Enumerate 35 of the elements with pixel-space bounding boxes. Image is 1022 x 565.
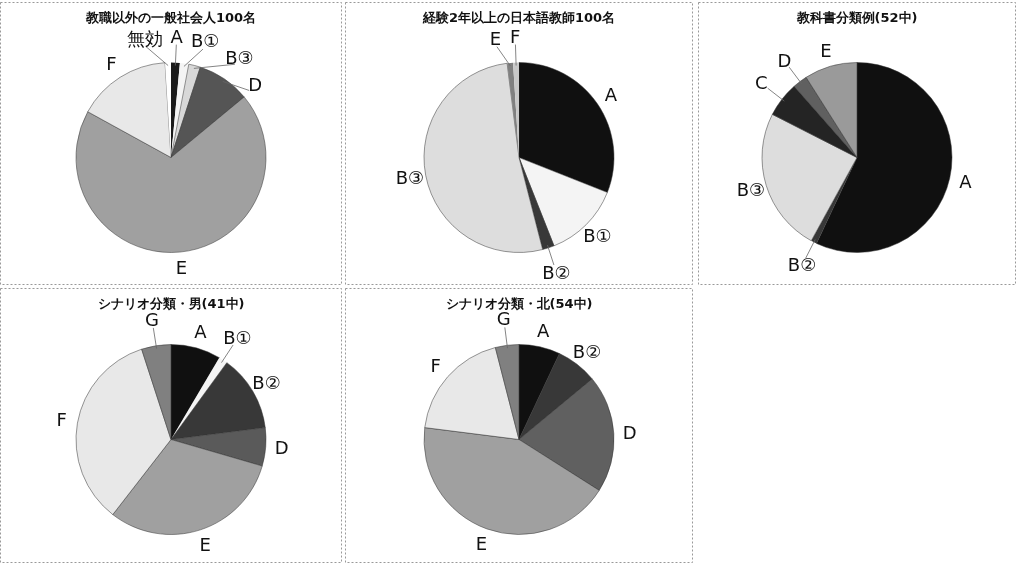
slice-label: 無効 [126, 28, 163, 50]
chart-title: 経験2年以上の日本語教師100名 [421, 10, 616, 25]
slice-label: B② [542, 261, 571, 283]
slice-label: B② [252, 372, 281, 393]
slice-label: E [820, 39, 832, 61]
chart-title: シナリオ分類・男(41中) [97, 296, 245, 311]
slice-label: E [489, 27, 502, 49]
slice-label: C [755, 72, 768, 94]
slice-label: B③ [736, 179, 766, 201]
slice-label: D [248, 74, 263, 96]
slice-label: B② [787, 254, 817, 276]
chart-title: シナリオ分類・北(54中) [445, 296, 593, 311]
slice-label: B① [223, 327, 252, 349]
slice-label: A [959, 170, 973, 192]
slice-label: F [510, 25, 521, 47]
slice-label: B① [190, 30, 220, 52]
chart-title: 教職以外の一般社会人100名 [84, 10, 257, 25]
slice-label: E [475, 532, 488, 554]
slice-label: F [106, 52, 117, 74]
slice-label: A [537, 320, 551, 342]
slice-label: D [622, 421, 637, 443]
slice-label: B③ [395, 167, 425, 189]
chart-title: 教科書分類例(52中) [795, 10, 918, 25]
slice-label: E [175, 257, 188, 279]
slice-label: A [170, 25, 184, 47]
slice-label: A [194, 321, 208, 343]
slice-label: E [199, 534, 211, 556]
slice-label: B① [583, 224, 612, 246]
slice-label: B② [572, 340, 602, 362]
slice-label: A [604, 84, 618, 106]
slice-label: D [274, 437, 289, 459]
slice-label: F [56, 409, 67, 431]
slice-label: F [430, 355, 441, 377]
slice-label: D [777, 49, 792, 71]
slice-label: B③ [225, 46, 254, 68]
